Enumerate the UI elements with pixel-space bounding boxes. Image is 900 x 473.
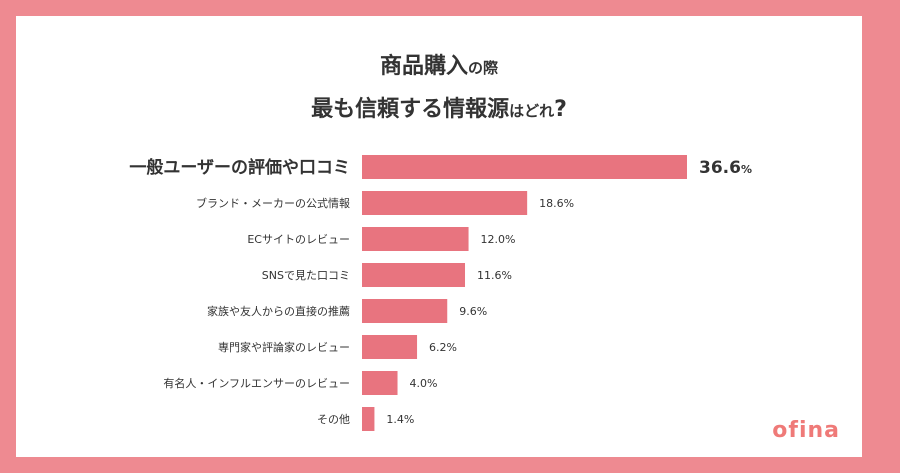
value-label-6: 4.0% bbox=[410, 377, 438, 390]
value-label-1: 18.6% bbox=[539, 197, 574, 210]
title-line-2-main: 最も信頼する情報源 bbox=[311, 97, 510, 122]
category-label-2: ECサイトのレビュー bbox=[247, 233, 350, 246]
bar-7 bbox=[362, 407, 375, 431]
category-label-6: 有名人・インフルエンサーのレビュー bbox=[163, 376, 350, 390]
bar-3 bbox=[362, 263, 466, 287]
title-line-2-end: ? bbox=[554, 97, 567, 122]
bar-4 bbox=[362, 299, 448, 323]
bar-chart: 一般ユーザーの評価や口コミ 36.6% ブランド・メーカーの公式情報 18.6% ECサ… bbox=[129, 155, 752, 431]
category-label-0: 一般ユーザーの評価や口コミ bbox=[129, 157, 350, 178]
category-label-1: ブランド・メーカーの公式情報 bbox=[196, 196, 350, 210]
title-line-1-small: の際 bbox=[468, 59, 499, 77]
category-label-7: その他 bbox=[317, 413, 350, 426]
category-label-3: SNSで見た口コミ bbox=[262, 269, 350, 282]
category-label-4: 家族や友人からの直接の推薦 bbox=[207, 304, 350, 318]
value-label-4: 9.6% bbox=[459, 305, 487, 318]
ofina-logo: ofina bbox=[772, 418, 840, 443]
title-line-2: 最も信頼する情報源はどれ? bbox=[16, 89, 862, 132]
value-label-2: 12.0% bbox=[481, 233, 516, 246]
title-line-1-main: 商品購入 bbox=[379, 54, 468, 79]
value-label-3: 11.6% bbox=[477, 269, 512, 282]
bar-2 bbox=[362, 227, 469, 251]
chart-title: 商品購入の際 最も信頼する情報源はどれ? bbox=[16, 46, 862, 132]
value-label-7: 1.4% bbox=[386, 413, 414, 426]
bar-5 bbox=[362, 335, 418, 359]
bar-1 bbox=[362, 191, 528, 215]
title-line-2-small: はどれ bbox=[509, 102, 555, 120]
bar-0 bbox=[362, 155, 687, 179]
value-label-0: 36.6% bbox=[699, 158, 752, 178]
bar-6 bbox=[362, 371, 398, 395]
category-label-5: 専門家や評論家のレビュー bbox=[218, 340, 350, 354]
chart-panel: 商品購入の際 最も信頼する情報源はどれ? 一般ユーザーの評価や口コミ 36.6% ブ… bbox=[16, 16, 862, 457]
value-label-5: 6.2% bbox=[429, 341, 457, 354]
title-line-1: 商品購入の際 bbox=[16, 46, 862, 89]
